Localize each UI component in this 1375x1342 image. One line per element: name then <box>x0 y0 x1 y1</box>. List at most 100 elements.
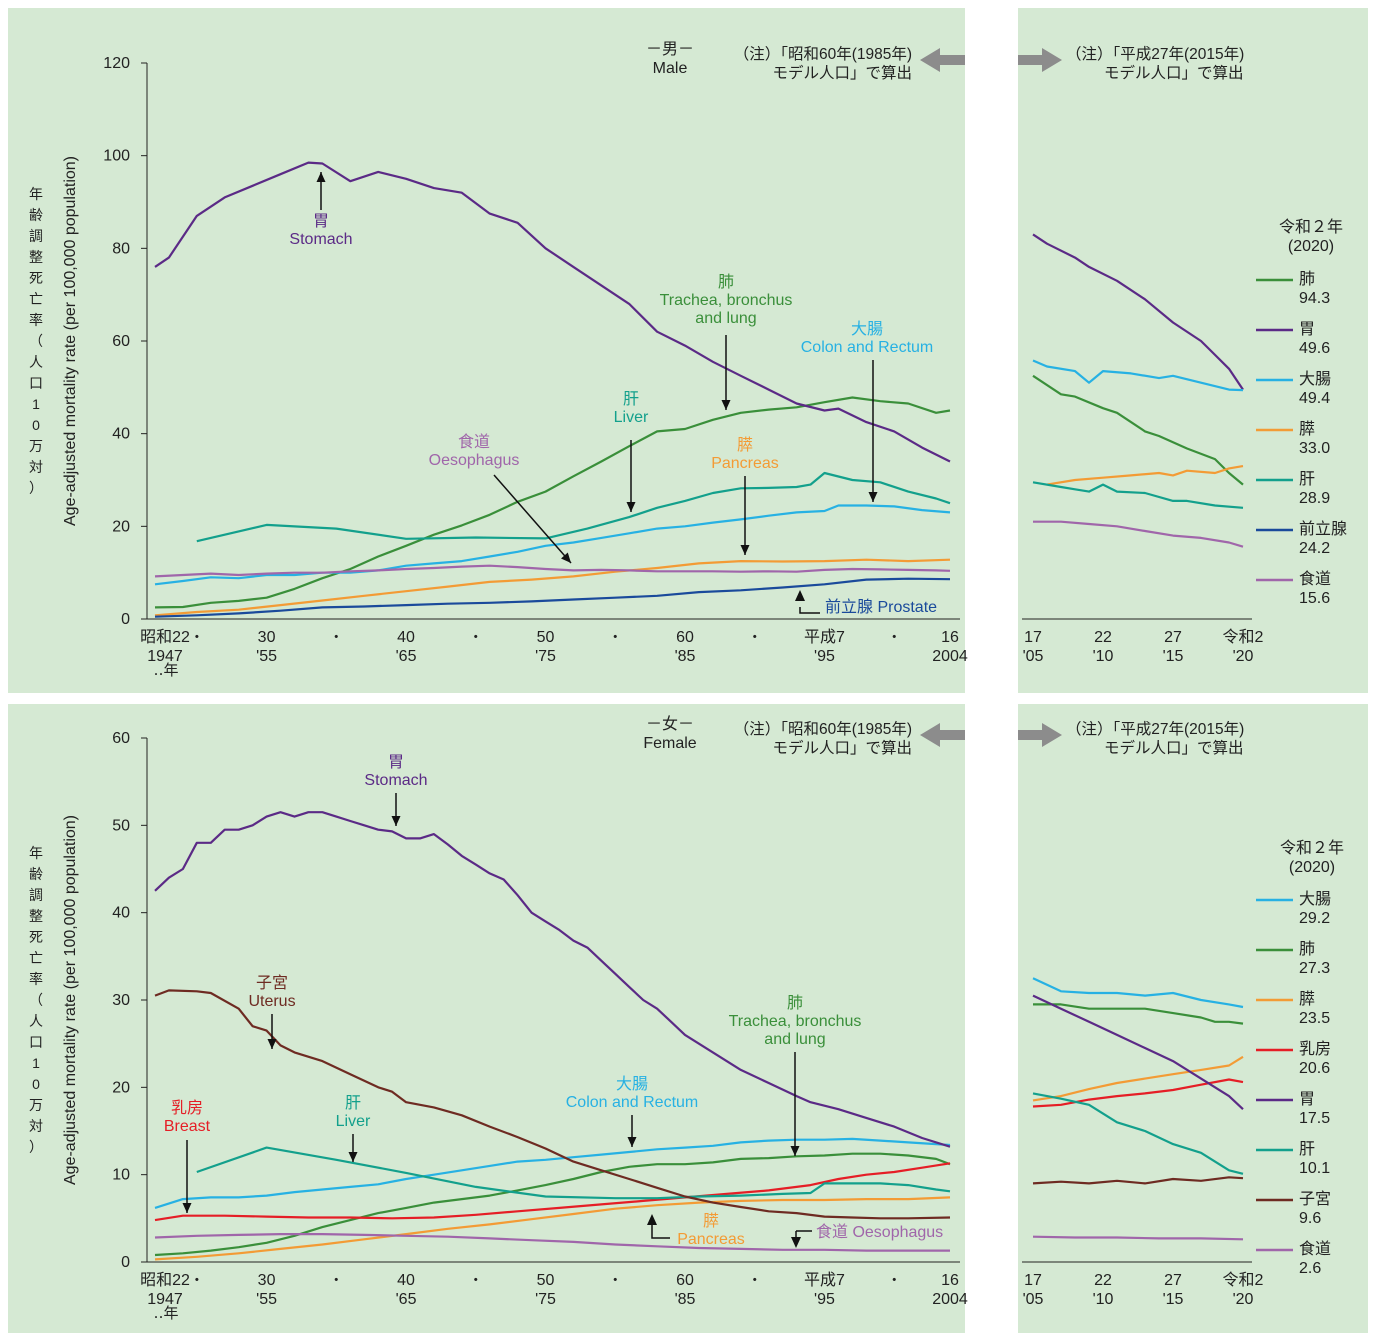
series-line-stomach <box>154 161 951 463</box>
annotation-stomach-jp: 胃 <box>313 213 329 230</box>
arrow-head <box>348 1152 358 1162</box>
note-left-line1: （注）「昭和60年(1985年) <box>734 45 912 63</box>
y-axis-label-char: （ <box>29 333 43 349</box>
x-tick-label-en: '05 <box>1023 1291 1044 1308</box>
legend-item-breast: 乳房 20.6 <box>1256 1040 1331 1077</box>
annotation-arrow <box>868 360 878 502</box>
x-tick-label-en: '85 <box>675 648 696 665</box>
left-gray-arrow <box>920 48 965 72</box>
y-axis-label-char: 年 <box>29 186 43 202</box>
annotation-stomach-en: Stomach <box>364 772 427 789</box>
annotation-liver-jp: 肝 <box>345 1094 361 1112</box>
y-axis-label-char: 人 <box>29 354 43 370</box>
series-line-colon <box>154 504 951 586</box>
x-tick-label-en: '20 <box>1233 1291 1254 1308</box>
y-axis-label-char: 亡 <box>29 291 43 307</box>
arrow-head <box>740 545 750 555</box>
y-axis-label-char: 調 <box>29 887 43 903</box>
note-right-line2: モデル人口」で算出 <box>1104 738 1244 757</box>
plot-panel-left <box>8 704 965 1333</box>
arrow-shaft <box>799 607 820 614</box>
x-tick-label-en: '65 <box>396 1291 417 1308</box>
legend-label: 子宮 <box>1299 1190 1331 1208</box>
x-tick-label-jp: 22 <box>1094 629 1112 646</box>
legend-value: 2.6 <box>1299 1260 1321 1277</box>
x-tick-label-jp: 27 <box>1164 629 1182 646</box>
x-tick-label-jp: 17 <box>1024 1272 1042 1289</box>
x-tick-label-jp: 40 <box>397 1272 415 1289</box>
y-tick-label: 60 <box>112 730 130 747</box>
legend-item-stomach: 胃 17.5 <box>1256 1091 1330 1127</box>
y-axis-label-char: 率 <box>29 312 43 328</box>
x-tick-label-en: 2004 <box>932 648 968 665</box>
x-tick-dot: ・ <box>329 629 344 646</box>
y-axis-label-char: 整 <box>29 908 43 924</box>
legend-item-esophagus: 食道 2.6 <box>1256 1240 1331 1277</box>
y-axis-label-char: 亡 <box>29 950 43 966</box>
right-gray-arrow <box>1018 723 1062 747</box>
x-tick-label-en: '75 <box>535 648 556 665</box>
series-line-pancreas <box>154 1196 951 1261</box>
arrow-head <box>391 816 401 826</box>
legend-item-liver: 肝 28.9 <box>1256 470 1330 507</box>
series-line-lung <box>154 396 951 609</box>
series-line-pancreas-2020 <box>1046 465 1244 486</box>
note-right-line1: （注）「平成27年(2015年) <box>1066 45 1244 63</box>
x-tick-label-jp: 50 <box>537 1272 555 1289</box>
annotation-arrow <box>391 793 401 826</box>
legend-item-liver: 肝 10.1 <box>1256 1140 1330 1177</box>
y-tick-label: 80 <box>112 240 130 257</box>
y-axis-label-char: 齢 <box>29 866 43 882</box>
legend-item-lung: 肺 27.3 <box>1256 940 1330 977</box>
y-axis-label-char: 対 <box>29 1118 43 1134</box>
series-line-stomach-2020 <box>1032 233 1244 391</box>
legend-label: 肝 <box>1299 470 1315 488</box>
chart-title-en: Female <box>643 735 696 752</box>
series-line-lung-2020 <box>1032 374 1244 486</box>
x-tick-label-jp: 平成7 <box>804 628 845 646</box>
note-right-line1: （注）「平成27年(2015年) <box>1066 720 1244 738</box>
chart-title-jp: －女－ <box>646 714 694 733</box>
annotation-esophagus-label: 食道 Oesophagus <box>816 1223 943 1241</box>
legend-item-pancreas: 膵 23.5 <box>1256 990 1330 1027</box>
legend-label: 食道 <box>1299 570 1331 588</box>
annotation-arrow <box>267 1014 277 1049</box>
legend-label: 膵 <box>1299 990 1315 1008</box>
legend-item-uterus: 子宮 9.6 <box>1256 1190 1331 1227</box>
annotation-esophagus-group: 食道 Oesophagus <box>791 1223 943 1248</box>
arrow-head <box>267 1039 277 1049</box>
y-tick-label: 30 <box>112 992 130 1009</box>
x-tick-dot: ・ <box>608 629 623 646</box>
note-left-line1: （注）「昭和60年(1985年) <box>734 720 912 738</box>
series-line-stomach <box>154 811 951 1148</box>
y-axis-label-char: 口 <box>29 375 43 391</box>
arrow-head <box>626 502 636 512</box>
y-axis-label-en: Age-adjusted mortality rate (per 100,000… <box>62 815 79 1185</box>
series-line-breast <box>154 1162 951 1222</box>
note-left-line2: モデル人口」で算出 <box>772 738 912 757</box>
y-axis-label-char: 0 <box>32 417 40 433</box>
y-axis-label-char: 調 <box>29 228 43 244</box>
legend-label: 大腸 <box>1299 370 1331 388</box>
right-gray-arrow <box>1018 48 1062 72</box>
legend-value: 49.4 <box>1299 390 1330 407</box>
x-tick-label-jp: 令和2 <box>1223 628 1264 646</box>
arrow-head <box>721 400 731 410</box>
x-year-suffix: ‥年 <box>153 662 178 679</box>
annotation-arrow <box>626 440 636 512</box>
arrow-head <box>790 1146 800 1156</box>
y-tick-label: 20 <box>112 1079 130 1096</box>
x-tick-dot: ・ <box>189 629 204 646</box>
legend-value: 10.1 <box>1299 1160 1330 1177</box>
annotation-prostate-label: 前立腺 Prostate <box>825 598 937 616</box>
x-tick-dot: ・ <box>468 1272 483 1289</box>
y-axis-label-char: 万 <box>29 438 43 454</box>
y-axis-label-char: 1 <box>32 1055 40 1071</box>
annotation-arrow <box>348 1134 358 1162</box>
legend-value: 9.6 <box>1299 1210 1321 1227</box>
note-left-line2: モデル人口」で算出 <box>772 63 912 82</box>
legend-value: 27.3 <box>1299 960 1330 977</box>
x-tick-label-en: '10 <box>1093 648 1114 665</box>
